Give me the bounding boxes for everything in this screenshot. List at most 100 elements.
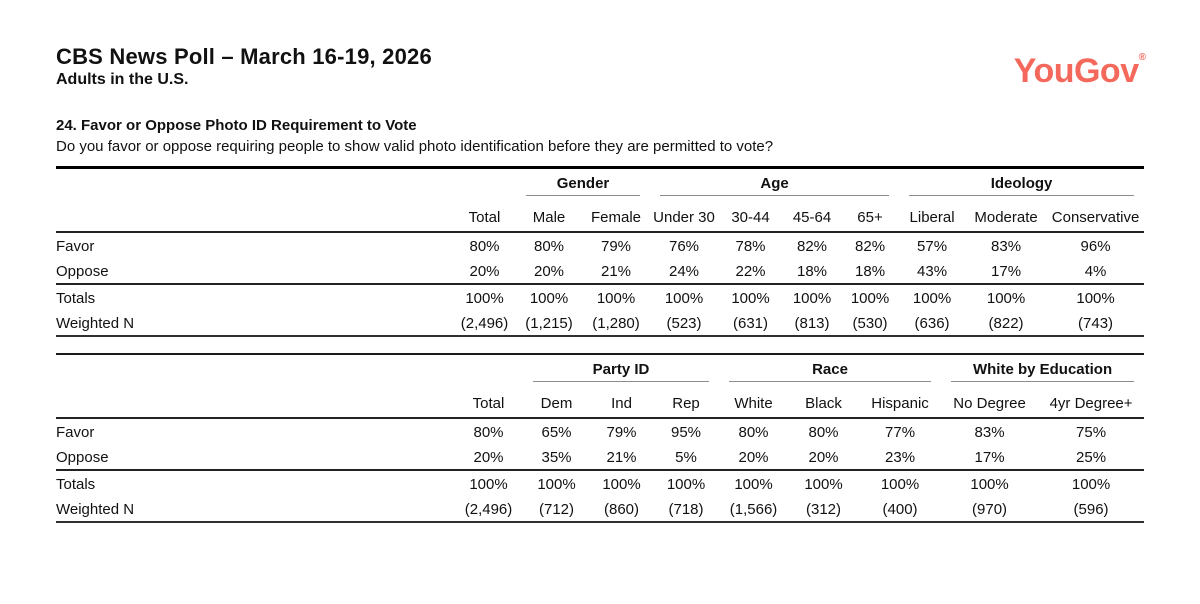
cell: 83%	[974, 423, 1005, 441]
page-title: CBS News Poll – March 16-19, 2026	[56, 44, 432, 69]
cell: 82%	[855, 237, 886, 255]
column-header-dem: Dem	[523, 382, 590, 419]
cell: 80%	[533, 237, 565, 255]
cell: 25%	[1038, 444, 1145, 471]
column-header-row: Total Male Female Under 30 30-44 45-64 6…	[56, 196, 1145, 233]
group-header-row: Gender Age Ideology	[56, 168, 1144, 197]
cell: 100%	[537, 475, 576, 493]
cell: 18%	[783, 258, 842, 285]
cell: 20%	[788, 444, 860, 471]
cell: 100%	[469, 475, 508, 493]
cell: 100%	[880, 475, 920, 493]
column-header-45-64: 45-64	[783, 196, 842, 233]
row-label-favor: Favor	[56, 237, 95, 255]
cell: (596)	[1038, 496, 1145, 523]
table-row-weighted-n: Weighted N (2,496) (712) (860) (718) (1,…	[56, 496, 1145, 523]
cell: (1,566)	[719, 496, 789, 523]
row-label-weighted-n: Weighted N	[56, 496, 454, 523]
cell: 24%	[650, 258, 719, 285]
cell: 5%	[653, 444, 720, 471]
row-label-oppose: Oppose	[56, 258, 453, 285]
cell: 100%	[734, 475, 773, 493]
cell: 100%	[666, 475, 706, 493]
column-header-empty	[56, 382, 454, 419]
group-header-spacer	[56, 354, 523, 382]
column-header-30-44: 30-44	[718, 196, 784, 233]
cell: 79%	[600, 237, 632, 255]
page-subtitle: Adults in the U.S.	[56, 71, 189, 88]
cell: 100%	[602, 475, 641, 493]
column-header-total: Total	[453, 196, 516, 233]
table-row-oppose: Oppose 20% 35% 21% 5% 20% 20% 23% 17% 25…	[56, 444, 1145, 471]
cell: 17%	[941, 444, 1039, 471]
cell: 80%	[808, 423, 839, 441]
column-header-male: Male	[516, 196, 582, 233]
cell: 80%	[469, 237, 500, 255]
crosstab-table-party-race-education: Party ID Race White by Education Total D…	[56, 353, 1145, 523]
group-header-white-by-education: White by Education	[941, 354, 1144, 382]
group-header-row: Party ID Race White by Education	[56, 354, 1144, 382]
cell: 76%	[669, 237, 700, 255]
table-row-totals: Totals 100% 100% 100% 100% 100% 100% 100…	[56, 470, 1144, 496]
cell: (1,215)	[516, 310, 582, 337]
column-header-liberal: Liberal	[899, 196, 966, 233]
cell: (523)	[650, 310, 719, 337]
cell: (743)	[1047, 310, 1145, 337]
cell: 80%	[738, 423, 769, 441]
cell: 80%	[473, 423, 504, 441]
table-row-favor: Favor 80% 65% 79% 95% 80% 80% 77% 83% 75…	[56, 418, 1144, 444]
cell: 77%	[885, 423, 916, 441]
cell: (970)	[941, 496, 1039, 523]
column-header-hispanic: Hispanic	[859, 382, 942, 419]
column-header-conservative: Conservative	[1047, 196, 1145, 233]
document-header: CBS News Poll – March 16-19, 2026 Adults…	[0, 0, 1200, 90]
cell: 57%	[917, 237, 948, 255]
cell: (1,280)	[582, 310, 651, 337]
column-header-under-30: Under 30	[650, 196, 719, 233]
cell: 21%	[582, 258, 651, 285]
question-text: Do you favor or oppose requiring people …	[56, 138, 774, 155]
crosstab-table-demographics: Gender Age Ideology Total Male Female Un…	[56, 166, 1145, 337]
cell: 20%	[453, 258, 516, 285]
row-label-totals: Totals	[56, 289, 96, 307]
cell: (636)	[899, 310, 966, 337]
column-header-ind: Ind	[590, 382, 653, 419]
table-row-totals: Totals 100% 100% 100% 100% 100% 100% 100…	[56, 284, 1144, 310]
cell: 100%	[792, 289, 832, 307]
cell: 100%	[850, 289, 890, 307]
cell: 82%	[797, 237, 828, 255]
cell: 100%	[912, 289, 952, 307]
group-header-spacer	[56, 168, 516, 197]
cell: (312)	[788, 496, 860, 523]
cell: 22%	[718, 258, 784, 285]
question-block: 24. Favor or Oppose Photo ID Requirement…	[56, 116, 1200, 157]
cell: 4%	[1047, 258, 1145, 285]
cell: 43%	[899, 258, 966, 285]
row-label-totals: Totals	[56, 475, 96, 493]
cell: 100%	[596, 289, 636, 307]
cell: 35%	[523, 444, 590, 471]
cell: 20%	[516, 258, 582, 285]
cell: (822)	[965, 310, 1048, 337]
column-header-female: Female	[582, 196, 651, 233]
cell: 100%	[1076, 289, 1115, 307]
cell: 95%	[670, 423, 702, 441]
registered-trademark-icon: ®	[1138, 52, 1146, 63]
cell: 83%	[991, 237, 1022, 255]
cell: 96%	[1080, 237, 1111, 255]
column-header-no-degree: No Degree	[941, 382, 1039, 419]
cell: 21%	[590, 444, 653, 471]
cell: 78%	[735, 237, 766, 255]
cell: (2,496)	[454, 496, 523, 523]
cell: 65%	[541, 423, 572, 441]
column-header-rep: Rep	[653, 382, 720, 419]
group-header-gender: Gender	[516, 168, 650, 196]
cell: (530)	[841, 310, 900, 337]
column-header-row: Total Dem Ind Rep White Black Hispanic N…	[56, 382, 1145, 419]
cell: 100%	[804, 475, 843, 493]
column-header-4yr-degree: 4yr Degree+	[1038, 382, 1145, 419]
cell: (718)	[653, 496, 720, 523]
cell: (400)	[859, 496, 942, 523]
yougov-logo: YouGov®	[1014, 52, 1146, 91]
